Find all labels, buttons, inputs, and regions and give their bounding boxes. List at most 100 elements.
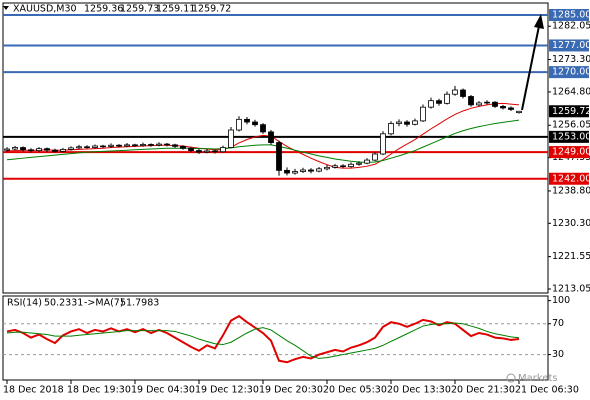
rsi-panel: [2, 295, 549, 381]
x-tick-label: 19 Dec 12:30: [195, 385, 259, 396]
candle-body: [284, 169, 290, 174]
candle-body: [276, 142, 282, 171]
candle-body: [180, 145, 186, 149]
y-tick-label: 1213.05: [552, 284, 590, 295]
y-tick-label: 1273.30: [552, 54, 590, 65]
moving-average: [6, 119, 520, 163]
arrow-head: [534, 14, 544, 29]
level-label-box: [549, 8, 589, 21]
candle-body: [52, 149, 58, 152]
candle-body: [380, 133, 386, 155]
y-tick-label: 1230.30: [552, 218, 590, 229]
level-label-box: [549, 66, 589, 79]
candle-body: [60, 149, 66, 152]
candle-body: [100, 145, 106, 148]
candle-body: [476, 102, 482, 106]
candle-body: [228, 129, 234, 148]
candle-body: [148, 144, 154, 146]
candle-body: [108, 144, 114, 147]
price-panel: [2, 2, 549, 294]
candle-body: [364, 159, 370, 164]
x-tick-label: 18 Dec 19:30: [67, 385, 131, 396]
candle-body: [428, 100, 434, 108]
candle-body: [12, 147, 18, 150]
y-tick-label: 30: [552, 349, 564, 360]
price-label-box: [549, 105, 589, 118]
level-label: 1242.00: [552, 173, 590, 184]
candle-body: [468, 96, 474, 106]
rsi-value: 50.2331: [44, 298, 83, 309]
candle-body: [388, 123, 394, 135]
level-label-box: [549, 130, 589, 143]
rsi-header: RSI(14) 50.2331 ->MA(7) 51.7983: [7, 298, 159, 309]
candle-body: [68, 147, 74, 150]
level-label: 1249.00: [552, 147, 590, 158]
ma-name: ->MA(7): [84, 298, 124, 309]
x-tick-label: 21 Dec 06:30: [515, 385, 579, 396]
candle-body: [76, 146, 82, 149]
y-tick-label: 100: [552, 295, 570, 306]
candle-body: [196, 150, 202, 153]
y-tick-label: 1256.05: [552, 120, 590, 131]
candle-body: [244, 118, 250, 123]
candle-body: [172, 144, 178, 147]
level-label: 1277.00: [552, 40, 590, 51]
candle-body: [340, 165, 346, 168]
candle-body: [348, 163, 354, 167]
candle-body: [444, 93, 450, 104]
candle-body: [508, 107, 514, 110]
x-tick-label: 19 Dec 20:30: [259, 385, 323, 396]
candle-body: [372, 153, 378, 161]
level-label: 1253.00: [552, 131, 590, 142]
level-label-box: [549, 172, 589, 185]
level-label-box: [549, 39, 589, 52]
candle-body: [316, 168, 322, 172]
annotation-arrow: [521, 14, 544, 111]
level-label: 1270.00: [552, 67, 590, 78]
candle-body: [156, 143, 162, 146]
y-tick-label: 1238.80: [552, 185, 590, 196]
candle-body: [260, 124, 266, 133]
candle-body: [36, 148, 42, 151]
candle-body: [420, 106, 426, 122]
header: XAUUSD,M30 1259.36 1259.73 1259.11 1259.…: [13, 4, 231, 15]
candle-body: [484, 101, 490, 104]
candle-body: [44, 148, 50, 151]
level-label-box: [549, 146, 589, 159]
x-tick-label: 20 Dec 13:30: [387, 385, 451, 396]
candle-body: [236, 118, 242, 131]
chart-title: XAUUSD,M30: [13, 4, 77, 15]
high-value: 1259.73: [120, 4, 159, 15]
watermark-icon: [506, 373, 516, 383]
rsi-name: RSI(14): [7, 298, 42, 309]
candle-body: [132, 144, 138, 147]
candle-body: [412, 120, 418, 125]
candle-body: [308, 169, 314, 172]
candle-body: [4, 148, 10, 151]
candle-body: [460, 89, 466, 97]
candle-body: [324, 166, 330, 170]
candle-body: [356, 162, 362, 165]
candle-body: [204, 150, 210, 153]
close-value: 1259.72: [192, 4, 231, 15]
candle-body: [124, 144, 130, 147]
candle-body: [452, 89, 458, 95]
candle-body: [28, 149, 34, 152]
candle-body: [268, 131, 274, 143]
rsi-ma-line: [6, 322, 520, 359]
menu-icon: [3, 6, 9, 10]
low-value: 1259.11: [156, 4, 195, 15]
candle-body: [500, 105, 506, 109]
open-value: 1259.36: [84, 4, 123, 15]
price-label: 1259.72: [552, 106, 590, 117]
candle-body: [212, 150, 218, 153]
x-tick-label: 20 Dec 21:30: [451, 385, 515, 396]
candle-body: [516, 110, 522, 114]
candle-body: [116, 144, 122, 147]
ma-value: 51.7983: [120, 298, 159, 309]
level-label: 1285.00: [552, 9, 590, 20]
candle-body: [300, 169, 306, 172]
